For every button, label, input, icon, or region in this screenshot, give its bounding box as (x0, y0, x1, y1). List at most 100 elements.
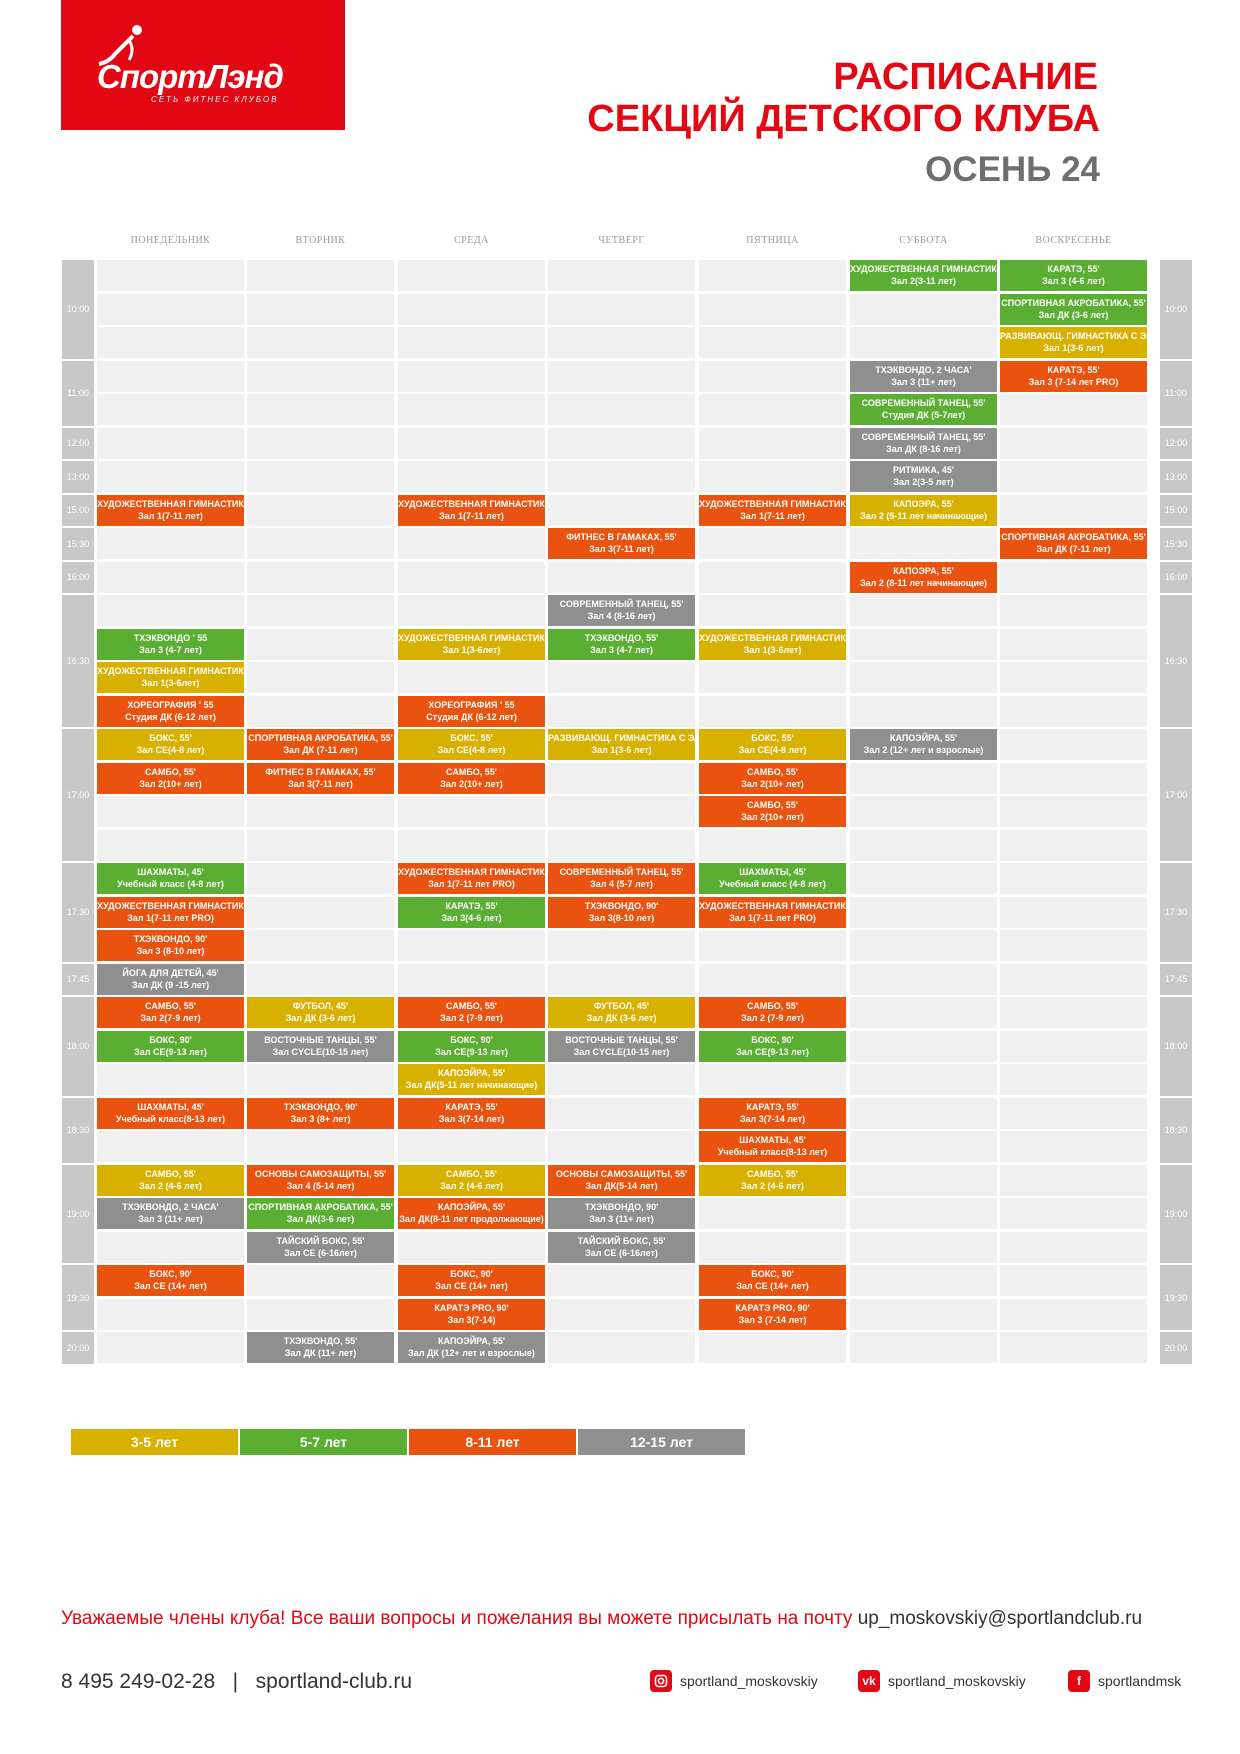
class-block[interactable]: ТХЭКВОНДО, 90' Зал 3 (8+ лет) (247, 1097, 394, 1129)
class-block[interactable]: СПОРТИВНАЯ АКРОБАТИКА, 55' Зал ДК (7-11 л… (1000, 528, 1147, 559)
class-block[interactable]: КАРАТЭ, 55' Зал 3 (7-14 лет PRO) (1000, 360, 1147, 392)
class-block[interactable]: СОВРЕМЕННЫЙ ТАНЕЦ, 55' Зал ДК (8-16 лет) (850, 427, 997, 459)
class-block[interactable]: СПОРТИВНАЯ АКРОБАТИКА, 55' Зал ДК (3-6 ле… (1000, 293, 1147, 325)
empty-cell (247, 863, 394, 894)
class-block[interactable]: ТХЭКВОНДО, 90' Зал 3 (8-10 лет) (97, 930, 244, 961)
class-block[interactable]: ТХЭКВОНДО, 55' Зал 3 (4-7 лет) (548, 628, 695, 660)
class-hall: Зал 2(10+ лет) (741, 812, 804, 822)
class-block[interactable]: ХУДОЖЕСТВЕННАЯ ГИМНАСТИКА, 55'Зал 1(3-6л… (699, 628, 846, 660)
class-block[interactable]: ТХЭКВОНДО, 2 ЧАСА' Зал 3 (11+ лет) (850, 360, 997, 392)
class-block[interactable]: КАПОЭЙРА, 55' Зал 2 (12+ лет и взрослые) (850, 729, 997, 760)
class-block[interactable]: ХУДОЖЕСТВЕННАЯ ГИМНАСТИКА, 90'Зал 1(7-11… (398, 863, 545, 894)
class-block[interactable]: ТХЭКВОНДО ' 55 Зал 3 (4-7 лет) (97, 628, 244, 660)
class-block[interactable]: СПОРТИВНАЯ АКРОБАТИКА, 55' Зал ДК(3-6 лет… (247, 1198, 394, 1229)
class-block[interactable]: САМБО, 55' Зал 2(10+ лет) (97, 762, 244, 794)
class-block[interactable]: КАРАТЭ, 55' Зал 3(4-6 лет) (398, 896, 545, 928)
class-block[interactable]: ХУДОЖЕСТВЕННАЯ ГИМНАСТИКА, 90'Зал 1(7-11… (699, 896, 846, 928)
class-block[interactable]: ХУДОЖЕСТВЕННАЯ ГИМНАСТИКА, 90'Зал 1(7-11… (97, 896, 244, 928)
class-block[interactable]: САМБО, 55' Зал 2(10+ лет) (699, 762, 846, 794)
class-block[interactable]: КАПОЭЙРА, 55' Зал ДК (12+ лет и взрослые) (398, 1332, 545, 1363)
class-block[interactable]: БОКС, 90' Зал CE (14+ лет) (699, 1265, 846, 1296)
class-block[interactable]: ВОСТОЧНЫЕ ТАНЦЫ, 55' Зал CYCLE(10-15 лет) (548, 1030, 695, 1062)
class-block[interactable]: БОКС, 55' Зал CE(4-8 лет) (97, 729, 244, 760)
class-block[interactable]: ЙОГА ДЛЯ ДЕТЕЙ, 45' Зал ДК (9 -15 лет) (97, 963, 244, 995)
vk-link[interactable]: vk sportland_moskovskiy (858, 1670, 1026, 1692)
class-block[interactable]: ОСНОВЫ САМОЗАЩИТЫ, 55' Зал ДК(5-14 лет) (548, 1164, 695, 1196)
class-block[interactable]: ХУДОЖЕСТВЕННАЯ ГИМНАСТИКА, 120' Зал 2(3-1… (850, 260, 997, 291)
class-block[interactable]: КАПОЭЙРА, 55' Зал ДК(5-11 лет начинающие) (398, 1064, 545, 1095)
facebook-link[interactable]: f sportlandmsk (1068, 1670, 1181, 1692)
class-block[interactable]: РАЗВИВАЮЩ. ГИМНАСТИКА С ЭЛ. ОФП Зал 1(3-6… (1000, 327, 1147, 358)
class-name: СПОРТИВНАЯ АКРОБАТИКА, 55' (248, 733, 393, 743)
class-name: СПОРТИВНАЯ АКРОБАТИКА, 55' (1001, 532, 1146, 542)
class-block[interactable]: ТАЙСКИЙ БОКС, 55' Зал CE (6-16лет) (247, 1231, 394, 1263)
class-hall: Зал 2 (4-6 лет) (139, 1180, 202, 1191)
class-block[interactable]: ТХЭКВОНДО, 90' Зал 3(8-10 лет) (548, 896, 695, 928)
empty-cell (247, 628, 394, 660)
class-block[interactable]: ФИТНЕС В ГАМАКАХ, 55' Зал 3(7-11 лет) (247, 762, 394, 794)
class-block[interactable]: БОКС, 90' Зал CE (14+ лет) (97, 1265, 244, 1296)
class-hall: Зал 3(7-14 лет) (438, 1113, 505, 1124)
class-block[interactable]: ХУДОЖЕСТВЕННАЯ ГИМНАСТИКА, 55'Зал 1(3-6л… (97, 662, 244, 693)
class-block[interactable]: КАРАТЭ, 55' Зал 3(7-14 лет) (699, 1097, 846, 1129)
class-block[interactable]: ТХЭКВОНДО, 90' Зал 3 (11+ лет) (548, 1198, 695, 1229)
class-block[interactable]: БОКС, 90' Зал CE (14+ лет) (398, 1265, 545, 1296)
class-block[interactable]: КАРАТЭ PRO, 90' Зал 3(7-14) (398, 1298, 545, 1330)
class-block[interactable]: КАПОЭРА, 55' Зал 2 (8-11 лет начинающие) (850, 561, 997, 593)
class-block[interactable]: САМБО, 55' Зал 2(10+ лет) (699, 796, 846, 827)
class-block[interactable]: САМБО, 55' Зал 2(10+ лет) (398, 762, 545, 794)
instagram-link[interactable]: sportland_moskovskiy (650, 1670, 818, 1692)
class-block[interactable]: ШАХМАТЫ, 45' Учебный класс(8-13 лет) (699, 1131, 846, 1162)
empty-cell (1000, 427, 1147, 459)
time-label: 17:00 (1160, 729, 1192, 863)
class-block[interactable]: САМБО, 55' Зал 2 (4-6 лет) (97, 1164, 244, 1196)
class-block[interactable]: ХУДОЖЕСТВЕННАЯ ГИМНАСТИКА, 90'Зал 1(7-11… (699, 494, 846, 526)
notice-email[interactable]: up_moskovskiy@sportlandclub.ru (857, 1608, 1143, 1629)
class-block[interactable]: ФУТБОЛ, 45' Зал ДК (3-6 лет) (247, 997, 394, 1028)
class-block[interactable]: СПОРТИВНАЯ АКРОБАТИКА, 55' Зал ДК (7-11 л… (247, 729, 394, 760)
class-block[interactable]: ХУДОЖЕСТВЕННАЯ ГИМНАСТИКА, 90'Зал 1(7-11… (398, 494, 545, 526)
phone-number[interactable]: 8 495 249-02-28 (61, 1670, 216, 1693)
class-block[interactable]: ТХЭКВОНДО, 2 ЧАСА' Зал 3 (11+ лет) (97, 1198, 244, 1229)
class-block[interactable]: ХУДОЖЕСТВЕННАЯ ГИМНАСТИКА, 55'Зал 1(3-6л… (398, 628, 545, 660)
class-block[interactable]: КАРАТЭ, 55' Зал 3 (4-6 лет) (1000, 260, 1147, 291)
class-block[interactable]: ШАХМАТЫ, 45' Учебный класс (4-8 лет) (97, 863, 244, 894)
class-name: КАПОЭЙРА, 55' (437, 1068, 506, 1078)
class-block[interactable]: САМБО, 55' Зал 2 (7-9 лет) (398, 997, 545, 1028)
class-block[interactable]: ШАХМАТЫ, 45' Учебный класс (4-8 лет) (699, 863, 846, 894)
class-block[interactable]: БОКС, 55' Зал CE(4-8 лет) (398, 729, 545, 760)
class-block[interactable]: ХУДОЖЕСТВЕННАЯ ГИМНАСТИКА, 90'Зал 1(7-11… (97, 494, 244, 526)
class-block[interactable]: БОКС, 90' Зал CE(9-13 лет) (699, 1030, 846, 1062)
class-block[interactable]: КАРАТЭ PRO, 90' Зал 3 (7-14 лет) (699, 1298, 846, 1330)
class-block[interactable]: СОВРЕМЕННЫЙ ТАНЕЦ, 55' Студия ДК (5-7лет) (850, 394, 997, 425)
class-block[interactable]: ХОРЕОГРАФИЯ ' 55 Студия ДК (6-12 лет) (97, 695, 244, 727)
class-block[interactable]: БОКС, 90' Зал CE(9-13 лет) (97, 1030, 244, 1062)
class-block[interactable]: БОКС, 55' Зал CE(4-8 лет) (699, 729, 846, 760)
class-name: ФИТНЕС В ГАМАКАХ, 55' (566, 532, 677, 542)
class-block[interactable]: ХОРЕОГРАФИЯ ' 55 Студия ДК (6-12 лет) (398, 695, 545, 727)
class-block[interactable]: ОСНОВЫ САМОЗАЩИТЫ, 55' Зал 4 (5-14 лет) (247, 1164, 394, 1196)
class-block[interactable]: ВОСТОЧНЫЕ ТАНЦЫ, 55' Зал CYCLE(10-15 лет) (247, 1030, 394, 1062)
class-block[interactable]: КАПОЭРА, 55' Зал 2 (5-11 лет начинающие) (850, 494, 997, 526)
class-block[interactable]: ТАЙСКИЙ БОКС, 55' Зал CE (6-16лет) (548, 1231, 695, 1263)
class-block[interactable]: КАПОЭЙРА, 55' Зал ДК(8-11 лет продолжающи… (398, 1198, 545, 1229)
class-name: ТХЭКВОНДО, 90' (584, 1202, 659, 1212)
class-block[interactable]: СОВРЕМЕННЫЙ ТАНЕЦ, 55' Зал 4 (8-16 лет) (548, 595, 695, 626)
empty-cell (97, 1131, 244, 1162)
class-block[interactable]: САМБО, 55' Зал 2 (4-6 лет) (699, 1164, 846, 1196)
class-block[interactable]: СОВРЕМЕННЫЙ ТАНЕЦ, 55' Зал 4 (5-7 лет) (548, 863, 695, 894)
class-block[interactable]: ТХЭКВОНДО, 55' Зал ДК (11+ лет) (247, 1332, 394, 1363)
class-block[interactable]: РИТМИКА, 45' Зал 2(3-5 лет) (850, 461, 997, 492)
class-block[interactable]: РАЗВИВАЮЩ. ГИМНАСТИКА С ЭЛ. ОФП Зал 1(3-6… (548, 729, 695, 760)
class-block[interactable]: ШАХМАТЫ, 45' Учебный класс(8-13 лет) (97, 1097, 244, 1129)
class-block[interactable]: БОКС, 90' Зал CE(9-13 лет) (398, 1030, 545, 1062)
site-link[interactable]: sportland-club.ru (255, 1670, 413, 1693)
class-block[interactable]: САМБО, 55' Зал 2 (7-9 лет) (699, 997, 846, 1028)
class-block[interactable]: ФИТНЕС В ГАМАКАХ, 55' Зал 3(7-11 лет) (548, 528, 695, 559)
time-label: 18:30 (62, 1097, 94, 1165)
class-block[interactable]: ФУТБОЛ, 45' Зал ДК (3-6 лет) (548, 997, 695, 1028)
class-block[interactable]: КАРАТЭ, 55' Зал 3(7-14 лет) (398, 1097, 545, 1129)
class-block[interactable]: САМБО, 55' Зал 2 (4-6 лет) (398, 1164, 545, 1196)
class-block[interactable]: САМБО, 55' Зал 2(7-9 лет) (97, 997, 244, 1028)
class-name: КАРАТЭ, 55' (445, 1101, 498, 1112)
